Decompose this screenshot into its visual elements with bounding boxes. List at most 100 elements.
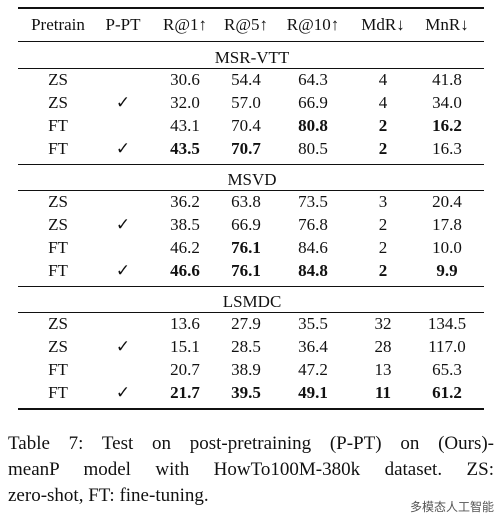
table-cell: 35.5 bbox=[298, 314, 328, 333]
header-cell: MdR↓ bbox=[361, 15, 405, 34]
section-title: MSR-VTT bbox=[214, 48, 290, 67]
table-cell: 3 bbox=[378, 192, 388, 211]
table-cell: 73.5 bbox=[298, 192, 328, 211]
table-cell: ✓ bbox=[115, 337, 131, 356]
table-cell: ZS bbox=[48, 314, 68, 333]
caption-line: meanP model with HowTo100M-380k dataset.… bbox=[8, 459, 494, 480]
table-cell: 28 bbox=[374, 337, 392, 356]
table-cell: FT bbox=[48, 261, 68, 280]
header-cell: R@10↑ bbox=[286, 15, 340, 34]
table-cell: ZS bbox=[48, 93, 68, 112]
table-cell: 43.5 bbox=[170, 139, 200, 158]
table-cell: 64.3 bbox=[298, 70, 328, 89]
watermark: 多模态人工智能 bbox=[409, 500, 494, 514]
table-cell: FT bbox=[48, 238, 68, 257]
table-cell: 39.5 bbox=[231, 383, 261, 402]
section-title: LSMDC bbox=[222, 292, 282, 311]
table-cell: 32.0 bbox=[170, 93, 200, 112]
table-cell: FT bbox=[48, 360, 68, 379]
table-cell: 2 bbox=[378, 215, 388, 234]
table-cell: 34.0 bbox=[432, 93, 462, 112]
table-cell: ✓ bbox=[115, 215, 131, 234]
table-cell: ZS bbox=[48, 215, 68, 234]
rule bbox=[18, 68, 484, 69]
table-cell: 41.8 bbox=[432, 70, 462, 89]
table-cell: 9.9 bbox=[436, 261, 458, 280]
rule bbox=[18, 164, 484, 165]
table-cell: ZS bbox=[48, 337, 68, 356]
rule bbox=[18, 312, 484, 313]
table-cell: ✓ bbox=[115, 261, 131, 280]
table-cell: 32 bbox=[374, 314, 392, 333]
caption-line: zero-shot, FT: fine-tuning. bbox=[8, 485, 209, 506]
table-cell: 84.8 bbox=[298, 261, 328, 280]
rule bbox=[18, 408, 484, 410]
table-cell: 30.6 bbox=[170, 70, 200, 89]
table-cell: 65.3 bbox=[432, 360, 462, 379]
table-cell: 66.9 bbox=[298, 93, 328, 112]
table-cell: 4 bbox=[378, 93, 388, 112]
table-cell: 4 bbox=[378, 70, 388, 89]
table-cell: 11 bbox=[374, 383, 392, 402]
header-cell: Pretrain bbox=[31, 15, 85, 34]
table-cell: 57.0 bbox=[231, 93, 261, 112]
table-cell: 2 bbox=[378, 139, 388, 158]
table-cell: ✓ bbox=[115, 93, 131, 112]
table-cell: ✓ bbox=[115, 139, 131, 158]
table-cell: ZS bbox=[48, 192, 68, 211]
table-cell: ZS bbox=[48, 70, 68, 89]
table-cell: FT bbox=[48, 139, 68, 158]
table-cell: 46.6 bbox=[170, 261, 200, 280]
table-cell: 84.6 bbox=[298, 238, 328, 257]
table-cell: 63.8 bbox=[231, 192, 261, 211]
table-cell: 36.2 bbox=[170, 192, 200, 211]
table-cell: 20.4 bbox=[432, 192, 462, 211]
rule bbox=[18, 7, 484, 9]
table-cell: 21.7 bbox=[170, 383, 200, 402]
table-cell: 80.8 bbox=[298, 116, 328, 135]
table-cell: 15.1 bbox=[170, 337, 200, 356]
table-cell: 2 bbox=[378, 261, 388, 280]
table-cell: 76.1 bbox=[231, 261, 261, 280]
table-cell: 80.5 bbox=[298, 139, 328, 158]
table-cell: 2 bbox=[378, 238, 388, 257]
table-cell: 17.8 bbox=[432, 215, 462, 234]
table-cell: 61.2 bbox=[432, 383, 462, 402]
table-cell: 16.3 bbox=[432, 139, 462, 158]
table-cell: 2 bbox=[378, 116, 388, 135]
table-cell: 70.7 bbox=[231, 139, 261, 158]
table-cell: 54.4 bbox=[231, 70, 261, 89]
table-cell: 76.1 bbox=[231, 238, 261, 257]
table-cell: 66.9 bbox=[231, 215, 261, 234]
table-cell: 27.9 bbox=[231, 314, 261, 333]
rule bbox=[18, 41, 484, 42]
table-cell: 70.4 bbox=[231, 116, 261, 135]
table-cell: 16.2 bbox=[432, 116, 462, 135]
table-cell: 47.2 bbox=[298, 360, 328, 379]
table-cell: 134.5 bbox=[427, 314, 467, 333]
table-cell: 43.1 bbox=[170, 116, 200, 135]
caption-line: Table 7: Test on post-pretraining (P-PT)… bbox=[8, 433, 494, 454]
table-cell: ✓ bbox=[115, 383, 131, 402]
table-cell: 10.0 bbox=[432, 238, 462, 257]
rule bbox=[18, 190, 484, 191]
table-cell: 38.9 bbox=[231, 360, 261, 379]
header-cell: R@1↑ bbox=[163, 15, 207, 34]
rule bbox=[18, 286, 484, 287]
table-cell: 46.2 bbox=[170, 238, 200, 257]
table-cell: 13 bbox=[374, 360, 392, 379]
header-cell: MnR↓ bbox=[425, 15, 469, 34]
table-cell: 76.8 bbox=[298, 215, 328, 234]
table-cell: FT bbox=[48, 383, 68, 402]
table-cell: 20.7 bbox=[170, 360, 200, 379]
table-cell: 36.4 bbox=[298, 337, 328, 356]
header-cell: P-PT bbox=[105, 15, 141, 34]
table-cell: 49.1 bbox=[298, 383, 328, 402]
table-cell: 117.0 bbox=[428, 337, 466, 356]
table-cell: 28.5 bbox=[231, 337, 261, 356]
header-cell: R@5↑ bbox=[224, 15, 268, 34]
table-cell: FT bbox=[48, 116, 68, 135]
table-cell: 13.6 bbox=[170, 314, 200, 333]
table-cell: 38.5 bbox=[170, 215, 200, 234]
